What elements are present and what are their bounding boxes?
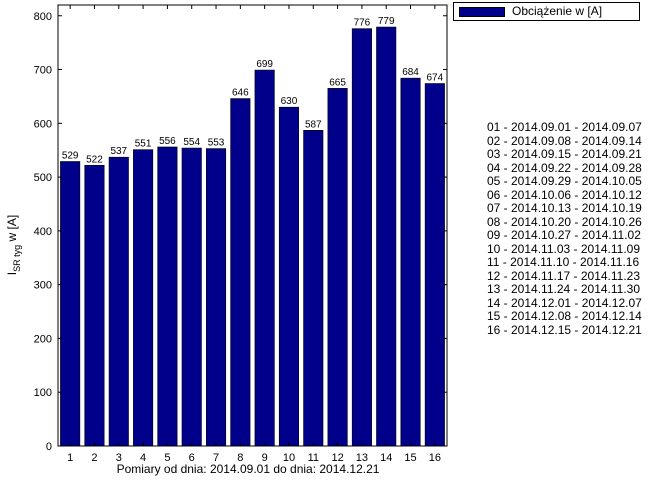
x-tick-label: 16 <box>429 452 441 464</box>
period-item: 14 - 2014.12.01 - 2014.12.07 <box>487 295 642 310</box>
bar <box>84 164 105 447</box>
period-item: 13 - 2014.11.24 - 2014.11.30 <box>487 282 641 296</box>
x-tick-label: 3 <box>116 452 122 464</box>
period-item: 02 - 2014.09.08 - 2014.09.14 <box>487 133 642 148</box>
bar <box>351 28 372 447</box>
bar-value-label: 522 <box>86 154 103 165</box>
y-axis-label-suffix: w [A] <box>5 214 19 245</box>
period-item: 09 - 2014.10.27 - 2014.11.02 <box>487 228 641 242</box>
y-tick-label: 600 <box>34 118 52 130</box>
period-item: 10 - 2014.11.03 - 2014.11.09 <box>487 241 641 256</box>
bar-value-label: 529 <box>62 151 79 162</box>
bar-value-label: 551 <box>135 139 152 150</box>
bar <box>181 147 202 447</box>
legend-label: Obciążenie w [A] <box>512 4 603 18</box>
period-item: 12 - 2014.11.17 - 2014.11.23 <box>487 268 641 283</box>
period-item: 07 - 2014.10.13 - 2014.10.19 <box>487 201 642 215</box>
bars-group <box>60 26 445 447</box>
x-tick-label: 11 <box>308 452 319 464</box>
bar-value-label: 630 <box>281 96 298 107</box>
bar <box>376 26 397 447</box>
x-tick-label: 6 <box>189 452 195 464</box>
legend: Obciążenie w [A] <box>453 2 640 21</box>
period-item: 04 - 2014.09.22 - 2014.09.28 <box>487 160 642 175</box>
bar-value-label: 779 <box>378 16 395 27</box>
bar-value-label: 554 <box>183 137 200 148</box>
y-axis-label: ISR tyg w [A] <box>5 214 22 276</box>
y-tick-label: 200 <box>34 333 52 345</box>
period-item: 06 - 2014.10.06 - 2014.10.12 <box>487 187 642 202</box>
y-tick-label: 800 <box>34 11 52 23</box>
y-tick-label: 500 <box>34 172 52 184</box>
x-tick-label: 12 <box>331 452 343 464</box>
bar <box>108 156 129 447</box>
x-tick-label: 4 <box>140 452 146 464</box>
y-tick-label: 400 <box>34 226 52 238</box>
bar-value-label: 684 <box>402 67 419 78</box>
x-tick-label: 14 <box>380 452 392 464</box>
plot-frame <box>57 4 448 447</box>
x-axis: 1 2 3 4 5 6 7 8 9 10 11 12 13 14 15 16 <box>67 5 441 464</box>
x-tick-label: 10 <box>283 452 295 464</box>
bar-value-label: 646 <box>232 88 249 99</box>
bar <box>230 98 251 447</box>
bar-value-label: 556 <box>159 136 176 147</box>
legend-swatch <box>459 7 505 17</box>
period-item: 03 - 2014.09.15 - 2014.09.21 <box>487 147 642 161</box>
y-tick-label: 300 <box>34 280 52 292</box>
bar-value-label: 587 <box>305 119 322 130</box>
y-axis-label-subscript: SR tyg <box>12 244 22 272</box>
bar <box>278 106 299 447</box>
x-axis-label: Pomiary od dnia: 2014.09.01 do dnia: 201… <box>116 462 380 476</box>
bar <box>424 83 445 447</box>
bar-value-label: 674 <box>427 73 444 84</box>
y-tick-label: 700 <box>34 65 52 77</box>
bar-value-label: 776 <box>354 18 371 29</box>
bar-value-label: 537 <box>110 146 127 157</box>
y-tick-label: 100 <box>34 387 52 399</box>
bar-value-label: 699 <box>256 59 273 70</box>
bar <box>157 146 178 447</box>
x-tick-label: 2 <box>91 452 97 464</box>
bar-value-label: 665 <box>329 77 346 88</box>
period-item: 15 - 2014.12.08 - 2014.12.14 <box>487 309 642 323</box>
period-item: 11 - 2014.11.10 - 2014.11.16 <box>487 255 640 269</box>
bar <box>133 149 154 447</box>
bar <box>206 148 227 447</box>
bar <box>60 161 81 447</box>
y-tick-label: 0 <box>46 441 52 453</box>
bar-value-label: 553 <box>208 138 225 149</box>
y-axis-label-main: I <box>5 271 19 276</box>
period-item: 16 - 2014.12.15 - 2014.12.21 <box>487 322 642 337</box>
x-tick-label: 15 <box>404 452 416 464</box>
period-item: 08 - 2014.10.20 - 2014.10.26 <box>487 214 642 229</box>
x-tick-label: 5 <box>164 452 170 464</box>
bar <box>400 77 421 447</box>
bar <box>303 130 324 447</box>
x-tick-label: 7 <box>213 452 219 464</box>
x-tick-label: 13 <box>356 452 368 464</box>
value-labels-group: 529 522 537 551 556 554 553 646 699 630 587 665 776 7… <box>62 16 444 165</box>
y-axis: 0 100 200 300 400 500 600 700 800 <box>34 11 447 453</box>
x-tick-label: 9 <box>262 452 268 464</box>
period-item: 05 - 2014.09.29 - 2014.10.05 <box>487 174 642 188</box>
bar <box>254 69 275 447</box>
bar <box>327 88 348 447</box>
period-item: 01 - 2014.09.01 - 2014.09.07 <box>487 120 642 134</box>
period-list: 01 - 2014.09.01 - 2014.09.07 02 - 2014.0… <box>487 120 642 337</box>
x-tick-label: 1 <box>67 452 73 464</box>
x-tick-label: 8 <box>237 452 243 464</box>
